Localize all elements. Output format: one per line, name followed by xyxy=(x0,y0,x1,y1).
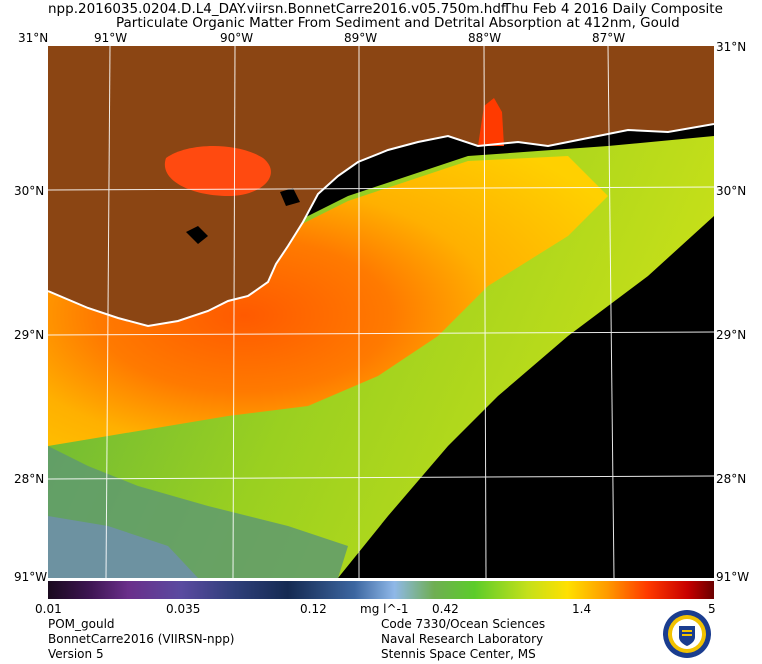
footer-version: Version 5 xyxy=(48,647,104,661)
colorbar-tick-2: 0.12 xyxy=(300,602,327,616)
corner-label-top-left: 31°N xyxy=(18,31,49,45)
lon-label-90w: 90°W xyxy=(220,31,254,45)
colorbar-tick-3: 0.42 xyxy=(432,602,459,616)
corner-label-top-right: 31°N xyxy=(716,40,747,54)
lat-label-28n-left: 28°N xyxy=(14,472,45,486)
composite-date: Thu Feb 4 2016 Daily Composite xyxy=(503,1,723,17)
colorbar-tick-5: 5 xyxy=(708,602,716,616)
footer-lab: Naval Research Laboratory xyxy=(381,632,544,646)
lon-label-91w: 91°W xyxy=(94,31,128,45)
lon-label-89w: 89°W xyxy=(344,31,378,45)
footer-location: Stennis Space Center, MS xyxy=(381,647,536,661)
lon-label-87w: 87°W xyxy=(592,31,626,45)
satellite-map[interactable] xyxy=(48,46,714,578)
lon-label-88w: 88°W xyxy=(468,31,502,45)
product-title: Particulate Organic Matter From Sediment… xyxy=(116,15,680,31)
colorbar-tick-4: 1.4 xyxy=(572,602,592,616)
colorbar-tick-1: 0.035 xyxy=(166,602,201,616)
colorbar xyxy=(48,581,714,599)
colorbar-units: mg l^-1 xyxy=(360,602,409,616)
footer-region: BonnetCarre2016 (VIIRSN-npp) xyxy=(48,632,235,646)
footer-code: Code 7330/Ocean Sciences xyxy=(381,617,546,631)
map-graphic xyxy=(48,46,714,578)
lat-label-30n-left: 30°N xyxy=(14,184,45,198)
corner-label-bottom-left: 91°W xyxy=(14,570,48,584)
file-name: npp.2016035.0204.D.L4_DAY.viirsn.BonnetC… xyxy=(48,1,506,17)
colorbar-tick-0: 0.01 xyxy=(35,602,62,616)
footer-product-name: POM_gould xyxy=(48,617,115,631)
lat-label-29n-right: 29°N xyxy=(716,328,747,342)
corner-label-bottom-right: 91°W xyxy=(716,570,750,584)
lat-label-29n-left: 29°N xyxy=(14,328,45,342)
lat-label-28n-right: 28°N xyxy=(716,472,747,486)
lat-label-30n-right: 30°N xyxy=(716,184,747,198)
nrl-seal-icon xyxy=(662,609,712,659)
